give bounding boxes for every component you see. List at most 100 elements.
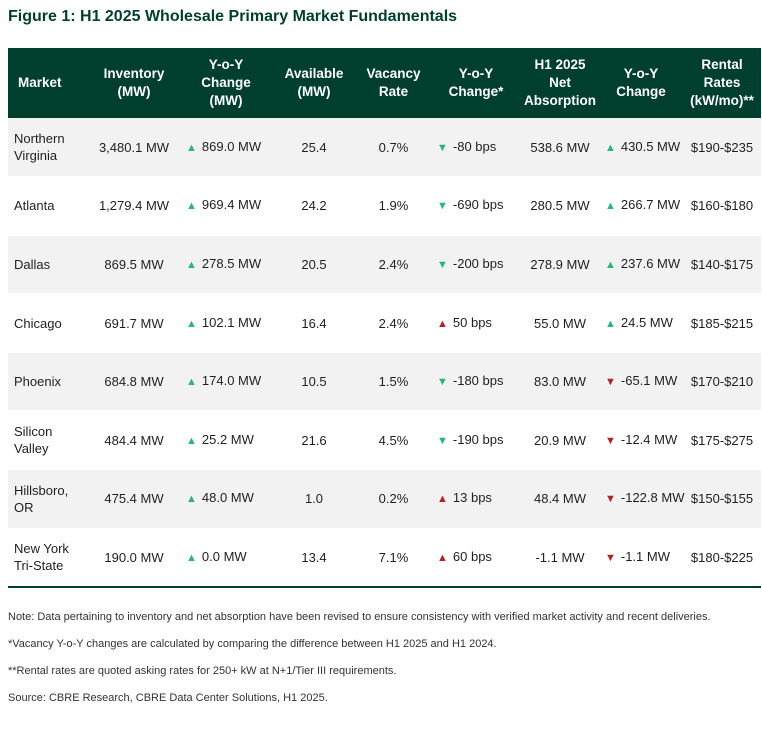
- vacancy-rate-cell: 7.1%: [356, 527, 431, 588]
- header-line: Vacancy: [366, 66, 421, 81]
- triangle-up-icon: ▲: [186, 141, 197, 154]
- inventory-cell: 1,279.4 MW: [88, 176, 180, 236]
- inventory-yoy-cell: ▲ 174.0 MW: [180, 351, 272, 411]
- market-name: Silicon Valley: [8, 410, 88, 470]
- rental-rates-cell: $170-$210: [683, 351, 761, 411]
- header-line: Net: [549, 75, 571, 90]
- market-name: Chicago: [8, 293, 88, 353]
- header-line: Change: [201, 75, 251, 90]
- triangle-up-icon: ▲: [605, 317, 616, 330]
- inventory-cell: 190.0 MW: [88, 527, 180, 588]
- triangle-down-icon: ▼: [437, 376, 448, 389]
- change-value: 430.5 MW: [620, 138, 681, 154]
- triangle-down-icon: ▼: [605, 434, 616, 447]
- triangle-down-icon: ▼: [437, 434, 448, 447]
- table-body: Northern Virginia 3,480.1 MW ▲ 869.0 MW 25.4 0…: [8, 118, 761, 588]
- inventory-yoy-cell: ▲ 48.0 MW: [180, 469, 272, 529]
- absorption-yoy-cell: ▲ 266.7 MW: [599, 176, 683, 236]
- net-absorption-cell: 83.0 MW: [521, 351, 599, 411]
- header-line: Y-o-Y: [458, 66, 494, 81]
- inventory-cell: 684.8 MW: [88, 351, 180, 411]
- triangle-down-icon: ▼: [605, 493, 616, 506]
- triangle-up-icon: ▲: [186, 434, 197, 447]
- header-line: (MW): [209, 93, 243, 108]
- market-name-line: Virginia: [14, 148, 58, 164]
- triangle-down-icon: ▼: [437, 200, 448, 213]
- absorption-yoy-cell: ▲ 237.6 MW: [599, 234, 683, 294]
- absorption-yoy-cell: ▲ 24.5 MW: [599, 293, 683, 353]
- market-name-line: Chicago: [14, 315, 62, 331]
- change-value: -12.4 MW: [620, 431, 678, 447]
- net-absorption-cell: 20.9 MW: [521, 410, 599, 470]
- absorption-yoy-cell: ▼ -12.4 MW: [599, 410, 683, 470]
- triangle-up-icon: ▲: [437, 317, 448, 330]
- triangle-up-icon: ▲: [186, 376, 197, 389]
- absorption-yoy-cell: ▼ -65.1 MW: [599, 351, 683, 411]
- header-absorption-yoy: Y-o-Y Change: [599, 48, 683, 118]
- change-value: 25.2 MW: [201, 431, 254, 447]
- inventory-cell: 869.5 MW: [88, 234, 180, 294]
- vacancy-yoy-cell: ▲ 50 bps: [431, 293, 521, 353]
- header-market: Market: [18, 75, 62, 90]
- note-text: Note: Data pertaining to inventory and n…: [8, 611, 711, 623]
- change-value: 60 bps: [452, 548, 492, 564]
- triangle-up-icon: ▲: [186, 258, 197, 271]
- triangle-up-icon: ▲: [186, 551, 197, 564]
- change-value: 0.0 MW: [201, 548, 247, 564]
- table-row: Northern Virginia 3,480.1 MW ▲ 869.0 MW 25.4 0…: [8, 118, 761, 177]
- table-row: Atlanta 1,279.4 MW ▲ 969.4 MW 24.2 1.9% ▼ -690 …: [8, 176, 761, 236]
- inventory-yoy-cell: ▲ 969.4 MW: [180, 176, 272, 236]
- net-absorption-cell: 55.0 MW: [521, 293, 599, 353]
- market-name-line: New York: [14, 541, 69, 557]
- header-yoy-change: Y-o-Y Change (MW): [180, 48, 272, 118]
- rental-rates-cell: $160-$180: [683, 176, 761, 236]
- market-name-line: Dallas: [14, 256, 51, 272]
- market-name-line: Tri-State: [14, 558, 64, 574]
- available-cell: 24.2: [272, 176, 356, 236]
- change-value: -200 bps: [452, 255, 504, 271]
- triangle-up-icon: ▲: [437, 493, 448, 506]
- triangle-up-icon: ▲: [605, 141, 616, 154]
- change-value: -80 bps: [452, 138, 497, 154]
- change-value: 278.5 MW: [201, 255, 262, 271]
- table-row: Phoenix 684.8 MW ▲ 174.0 MW 10.5 1.5% ▼ -180 bp…: [8, 351, 761, 411]
- inventory-yoy-cell: ▲ 102.1 MW: [180, 293, 272, 353]
- absorption-yoy-cell: ▼ -1.1 MW: [599, 527, 683, 588]
- header-line: H1 2025: [534, 57, 586, 72]
- vacancy-rate-cell: 4.5%: [356, 410, 431, 470]
- rental-rates-cell: $150-$155: [683, 469, 761, 529]
- net-absorption-cell: 278.9 MW: [521, 234, 599, 294]
- header-available: Available (MW): [272, 48, 356, 118]
- market-name-line: Atlanta: [14, 198, 55, 214]
- vacancy-yoy-cell: ▼ -180 bps: [431, 351, 521, 411]
- rental-rates-cell: $185-$215: [683, 293, 761, 353]
- inventory-yoy-cell: ▲ 869.0 MW: [180, 118, 272, 177]
- triangle-up-icon: ▲: [437, 551, 448, 564]
- triangle-down-icon: ▼: [437, 258, 448, 271]
- market-name: New York Tri-State: [8, 527, 88, 588]
- table-header-row: Market Inventory (MW) Y-o-Y Change (MW) Ava…: [8, 48, 761, 118]
- table-row: Chicago 691.7 MW ▲ 102.1 MW 16.4 2.4% ▲ 50 bps 5…: [8, 293, 761, 353]
- vacancy-yoy-cell: ▼ -190 bps: [431, 410, 521, 470]
- vacancy-rate-cell: 0.7%: [378, 139, 409, 155]
- header-line: Rate: [378, 84, 409, 99]
- vacancy-yoy-cell: ▼ -80 bps: [431, 118, 521, 177]
- change-value: -65.1 MW: [620, 373, 678, 389]
- vacancy-rate-cell: 2.4%: [356, 234, 431, 294]
- change-value: 48.0 MW: [201, 490, 254, 506]
- market-name: Hillsboro, OR: [8, 469, 88, 529]
- change-value: 24.5 MW: [620, 314, 673, 330]
- net-absorption-cell: 538.6 MW: [530, 139, 590, 155]
- inventory-yoy-cell: ▲ 278.5 MW: [180, 234, 272, 294]
- header-line: Absorption: [524, 93, 596, 108]
- market-name-line: Phoenix: [14, 374, 61, 390]
- available-cell: 25.4: [301, 139, 327, 155]
- change-value: -122.8 MW: [620, 490, 685, 506]
- change-value: 50 bps: [452, 314, 492, 330]
- absorption-yoy-cell: ▲ 430.5 MW: [599, 118, 683, 177]
- inventory-cell: 3,480.1 MW: [98, 139, 170, 155]
- change-value: -190 bps: [452, 431, 504, 447]
- change-value: -1.1 MW: [620, 548, 671, 564]
- available-cell: 21.6: [272, 410, 356, 470]
- available-cell: 16.4: [272, 293, 356, 353]
